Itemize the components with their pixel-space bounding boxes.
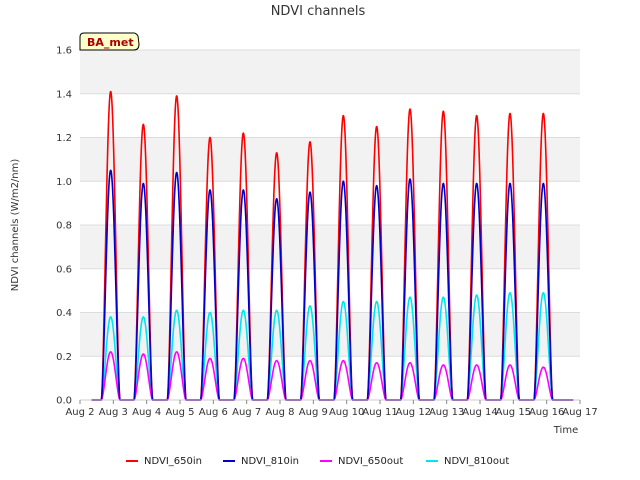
legend-label: NDVI_650in bbox=[144, 456, 202, 467]
x-tick-label: Aug 10 bbox=[329, 407, 364, 418]
y-tick-label: 0.8 bbox=[56, 221, 72, 232]
legend-label: NDVI_810in bbox=[241, 456, 299, 467]
badge-label: BA_met bbox=[87, 36, 134, 49]
x-tick-label: Aug 3 bbox=[99, 407, 128, 418]
x-axis-ticks: Aug 2 Aug 3 Aug 4 Aug 5 Aug 6 Aug 7 Aug 8 Aug 9… bbox=[65, 399, 598, 418]
x-tick-label: Aug 13 bbox=[429, 407, 464, 418]
y-axis-ticks: 0.0 0.2 0.4 0.6 0.8 1.0 1.2 1.4 1.6 bbox=[56, 46, 72, 407]
y-axis-label: NDVI channels (W/m2/nm) bbox=[10, 159, 21, 292]
y-tick-label: 0.0 bbox=[56, 396, 72, 407]
y-tick-label: 0.2 bbox=[56, 352, 72, 363]
x-axis-label: Time bbox=[553, 425, 578, 436]
x-tick-label: Aug 7 bbox=[232, 407, 261, 418]
chart-title: NDVI channels bbox=[271, 4, 366, 19]
grid-bands bbox=[80, 50, 580, 357]
x-tick-label: Aug 16 bbox=[529, 407, 564, 418]
grid-band bbox=[80, 312, 580, 357]
legend-label: NDVI_810out bbox=[444, 456, 509, 467]
y-tick-label: 1.6 bbox=[56, 46, 72, 57]
x-tick-label: Aug 2 bbox=[65, 407, 94, 418]
legend-item: NDVI_810in bbox=[223, 456, 299, 467]
y-tick-label: 0.4 bbox=[56, 308, 72, 319]
x-tick-label: Aug 12 bbox=[396, 407, 431, 418]
x-tick-label: Aug 17 bbox=[562, 407, 597, 418]
x-tick-label: Aug 4 bbox=[132, 407, 161, 418]
badge-shape bbox=[79, 32, 140, 51]
y-tick-label: 1.0 bbox=[56, 177, 72, 188]
x-tick-label: Aug 14 bbox=[462, 407, 497, 418]
legend-item: NDVI_650in bbox=[126, 456, 202, 467]
grid-band bbox=[80, 137, 580, 182]
x-tick-label: Aug 9 bbox=[299, 407, 328, 418]
grid-band bbox=[80, 50, 580, 94]
x-tick-label: Aug 5 bbox=[165, 407, 194, 418]
grid-band bbox=[80, 225, 580, 269]
y-tick-label: 0.6 bbox=[56, 264, 72, 275]
site-badge: BA_met bbox=[79, 32, 140, 51]
legend-item: NDVI_810out bbox=[426, 456, 509, 467]
legend-label: NDVI_650out bbox=[338, 456, 403, 467]
x-tick-label: Aug 15 bbox=[496, 407, 531, 418]
y-tick-label: 1.2 bbox=[56, 133, 72, 144]
y-tick-label: 1.4 bbox=[56, 89, 72, 100]
grid-lines bbox=[80, 49, 580, 401]
x-tick-label: Aug 8 bbox=[265, 407, 294, 418]
x-tick-label: Aug 11 bbox=[362, 407, 397, 418]
legend: NDVI_650in NDVI_810in NDVI_650out NDVI_810o… bbox=[126, 456, 509, 467]
x-tick-label: Aug 6 bbox=[199, 407, 228, 418]
legend-item: NDVI_650out bbox=[320, 456, 403, 467]
